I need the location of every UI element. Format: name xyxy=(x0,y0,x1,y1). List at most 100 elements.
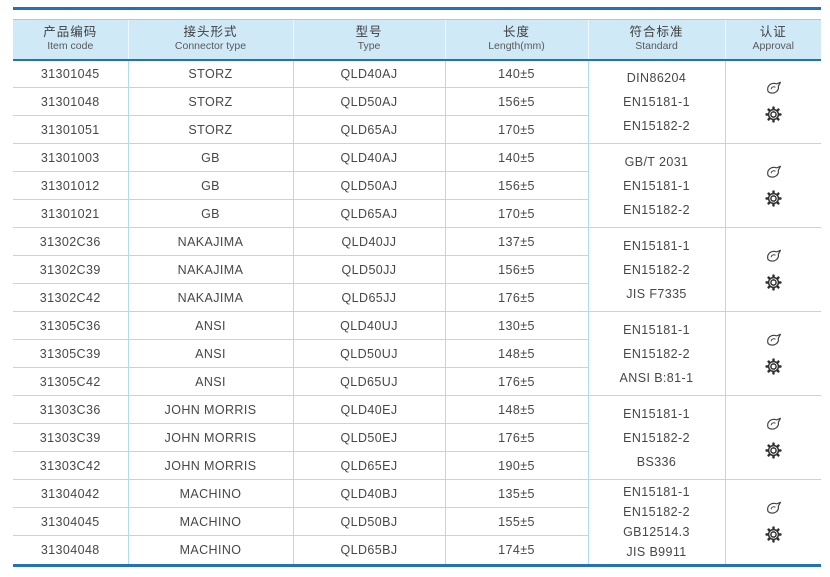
cell-item-code: 31302C36 xyxy=(13,227,128,256)
column-header-zh: 长度 xyxy=(502,25,530,40)
cell-item-code: 31301051 xyxy=(13,115,128,144)
table-top-rule xyxy=(13,7,821,10)
cell-connector-type: NAKAJIMA xyxy=(127,283,293,312)
cell-type: QLD65AJ xyxy=(292,199,445,228)
standard-line: EN15182-2 xyxy=(623,504,690,519)
cell-type: QLD40AJ xyxy=(292,143,445,172)
approval-icon-stack xyxy=(726,248,822,291)
cell-connector-type: STORZ xyxy=(127,115,293,144)
cell-type: QLD40UJ xyxy=(292,311,445,340)
column-header-en: Connector type xyxy=(174,40,247,53)
table-row: 31303C39 JOHN MORRIS QLD50EJ 176±5 xyxy=(13,423,821,452)
table-row: 31304042 MACHINO QLD40BJ 135±5 EN15181-1 EN15… xyxy=(13,479,821,564)
standard-line: EN15181-1 xyxy=(623,238,690,253)
gear-seal-icon xyxy=(765,190,782,207)
column-header-en: Approval xyxy=(752,40,794,53)
column-header-item-code: 产品编码 Item code xyxy=(13,19,128,61)
gear-seal-icon xyxy=(765,274,782,291)
approval-icon-stack xyxy=(726,332,822,375)
cell-connector-type: MACHINO xyxy=(127,479,293,508)
standard-line: EN15182-2 xyxy=(623,346,690,361)
cell-length: 156±5 xyxy=(444,87,588,116)
cell-standard: EN15181-1 EN15182-2 GB12514.3 JIS B9911 xyxy=(587,479,725,564)
cell-standard: DIN86204 EN15181-1 EN15182-2 xyxy=(587,59,725,144)
column-header-zh: 接头形式 xyxy=(183,25,238,40)
standard-line: DIN86204 xyxy=(626,70,687,85)
table-row: 31305C36 ANSI QLD40UJ 130±5 EN15181-1 EN15182… xyxy=(13,311,821,396)
column-header-zh: 符合标准 xyxy=(629,25,684,40)
table-row: 31304045 MACHINO QLD50BJ 155±5 xyxy=(13,507,821,536)
column-header-en: Item code xyxy=(47,40,94,53)
cell-length: 156±5 xyxy=(444,255,588,284)
cell-type: QLD40AJ xyxy=(292,59,445,88)
table-row: 31302C36 NAKAJIMA QLD40JJ 137±5 EN15181-1 EN1… xyxy=(13,227,821,312)
product-spec-table: 产品编码 Item code 接头形式 Connector type 型号 Type 长度 L… xyxy=(13,19,821,564)
gear-seal-icon xyxy=(765,106,782,123)
certificate-stamp-icon xyxy=(765,332,782,349)
table-body: 31301045 STORZ QLD40AJ 140±5 DIN86204 EN15181… xyxy=(13,59,822,564)
cell-connector-type: JOHN MORRIS xyxy=(127,451,293,480)
certificate-stamp-icon xyxy=(765,164,782,181)
cell-length: 176±5 xyxy=(444,423,588,452)
standard-line: EN15182-2 xyxy=(623,430,690,445)
standard-line: JIS F7335 xyxy=(626,286,687,301)
gear-seal-icon xyxy=(765,358,782,375)
column-header-zh: 型号 xyxy=(355,25,383,40)
column-header-type: 型号 Type xyxy=(292,19,445,61)
column-header-length: 长度 Length(mm) xyxy=(444,19,588,61)
standard-line: EN15182-2 xyxy=(623,118,690,133)
table-row: 31303C36 JOHN MORRIS QLD40EJ 148±5 EN15181-1… xyxy=(13,395,821,480)
cell-item-code: 31301045 xyxy=(13,59,128,88)
cell-standard: EN15181-1 EN15182-2 ANSI B:81-1 xyxy=(587,311,725,396)
column-header-zh: 产品编码 xyxy=(43,25,98,40)
cell-approval xyxy=(724,311,822,396)
column-header-en: Type xyxy=(357,40,381,53)
cell-item-code: 31302C39 xyxy=(13,255,128,284)
cell-type: QLD50EJ xyxy=(292,423,445,452)
cell-length: 170±5 xyxy=(444,199,588,228)
cell-approval xyxy=(724,395,822,480)
cell-type: QLD65UJ xyxy=(292,367,445,396)
certificate-stamp-icon xyxy=(765,80,782,97)
certificate-stamp-icon xyxy=(765,500,782,517)
table-row: 31304048 MACHINO QLD65BJ 174±5 xyxy=(13,535,821,564)
cell-length: 130±5 xyxy=(444,311,588,340)
table-row: 31305C39 ANSI QLD50UJ 148±5 xyxy=(13,339,821,368)
cell-type: QLD50UJ xyxy=(292,339,445,368)
table-header: 产品编码 Item code 接头形式 Connector type 型号 Type 长度 L… xyxy=(13,19,821,61)
cell-type: QLD65AJ xyxy=(292,115,445,144)
cell-type: QLD40JJ xyxy=(292,227,445,256)
column-header-en: Standard xyxy=(635,40,678,53)
cell-connector-type: STORZ xyxy=(127,59,293,88)
approval-icon-stack xyxy=(726,416,822,459)
cell-connector-type: ANSI xyxy=(127,311,293,340)
cell-item-code: 31305C36 xyxy=(13,311,128,340)
cell-length: 148±5 xyxy=(444,395,588,424)
table-row: 31305C42 ANSI QLD65UJ 176±5 xyxy=(13,367,821,396)
cell-length: 140±5 xyxy=(444,59,588,88)
cell-item-code: 31301003 xyxy=(13,143,128,172)
approval-icon-stack xyxy=(726,80,822,123)
table-row: 31303C42 JOHN MORRIS QLD65EJ 190±5 xyxy=(13,451,821,480)
cell-length: 176±5 xyxy=(444,367,588,396)
standard-line: EN15181-1 xyxy=(623,178,690,193)
cell-length: 176±5 xyxy=(444,283,588,312)
cell-type: QLD50AJ xyxy=(292,171,445,200)
cell-approval xyxy=(724,227,822,312)
column-header-approval: 认证 Approval xyxy=(724,19,821,61)
standard-line: ANSI B:81-1 xyxy=(619,370,694,385)
table-row: 31302C42 NAKAJIMA QLD65JJ 176±5 xyxy=(13,283,821,312)
cell-item-code: 31305C39 xyxy=(13,339,128,368)
cell-connector-type: JOHN MORRIS xyxy=(127,395,293,424)
standard-line: EN15181-1 xyxy=(623,484,690,499)
cell-connector-type: GB xyxy=(127,199,293,228)
cell-type: QLD50AJ xyxy=(292,87,445,116)
cell-item-code: 31302C42 xyxy=(13,283,128,312)
cell-length: 155±5 xyxy=(444,507,588,536)
cell-item-code: 31303C42 xyxy=(13,451,128,480)
cell-item-code: 31304042 xyxy=(13,479,128,508)
cell-length: 190±5 xyxy=(444,451,588,480)
table-row: 31301048 STORZ QLD50AJ 156±5 xyxy=(13,87,821,116)
standard-line: BS336 xyxy=(636,454,677,469)
